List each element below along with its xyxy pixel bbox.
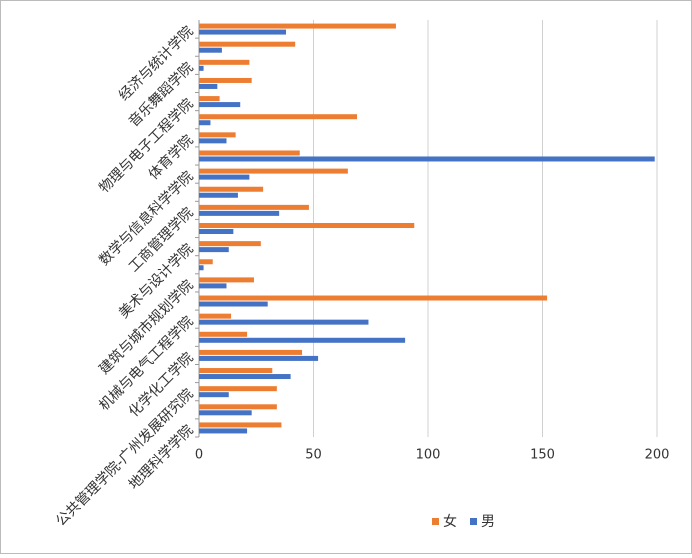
bar [199,374,291,380]
bar [199,65,204,71]
bar [199,223,415,228]
bar [199,138,227,144]
bar [199,114,358,120]
bar [199,156,655,162]
bar [199,349,303,355]
bar [199,422,282,428]
bar [199,29,287,35]
legend-swatch [470,518,477,525]
x-tick-label: 200 [645,448,670,463]
bar [199,259,213,265]
bar [199,313,232,319]
bar [199,386,277,392]
bar [199,368,273,374]
bar [199,295,548,301]
bar [199,186,264,192]
bar [199,392,229,398]
bar [199,301,268,307]
bar [199,229,234,234]
bar [199,331,248,337]
bar [199,120,211,126]
bar [199,96,220,102]
bar [199,404,277,410]
bar [199,102,241,108]
bar [199,210,280,216]
x-tick-label: 50 [305,448,322,463]
bar [199,47,222,53]
legend-label: 女 [443,513,457,530]
bar [199,59,250,65]
bar [199,283,227,289]
bar [199,150,300,156]
bar [199,247,229,253]
bar [199,337,406,343]
bar [199,265,204,271]
bar [199,41,296,47]
bar [199,428,248,434]
legend-label: 男 [481,514,495,530]
bar [199,410,252,416]
bar [199,319,369,325]
bar [199,132,236,138]
bar [199,77,252,83]
legend-swatch [432,518,439,525]
bar [199,277,254,283]
bar [199,83,218,89]
x-tick-label: 0 [195,448,203,463]
bar [199,204,309,210]
bar [199,174,250,180]
x-tick-label: 100 [416,448,441,463]
bar [199,241,261,247]
bar [199,23,396,29]
bar [199,192,238,198]
bar [199,355,319,361]
x-tick-label: 150 [530,448,555,463]
bar [199,168,348,174]
